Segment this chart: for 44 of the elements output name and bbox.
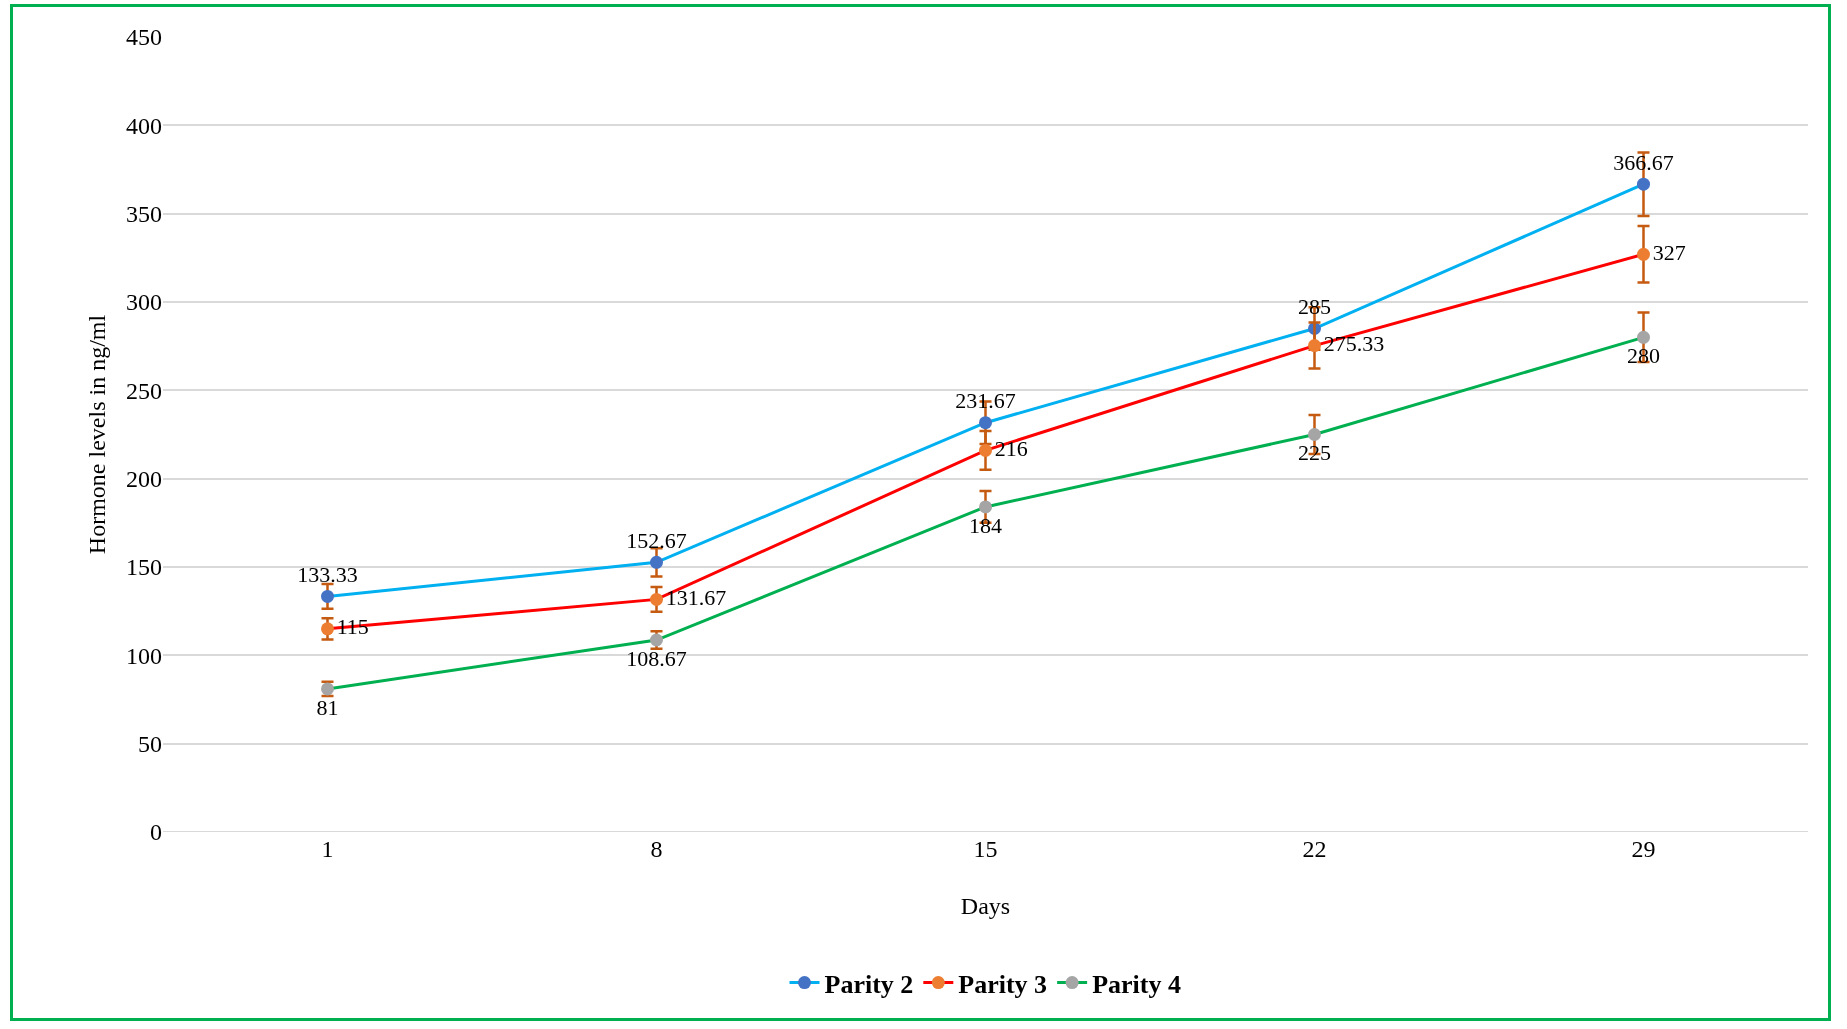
point bbox=[979, 416, 992, 430]
y-tick-label: 200 bbox=[126, 466, 162, 493]
data-label: 184 bbox=[969, 512, 1002, 538]
data-label: 231.67 bbox=[955, 388, 1016, 414]
data-label: 108.67 bbox=[626, 645, 687, 671]
data-label: 216 bbox=[994, 435, 1028, 461]
point bbox=[1308, 339, 1321, 353]
data-label: 81 bbox=[316, 694, 339, 720]
y-tick-label: 400 bbox=[126, 112, 162, 139]
x-tick-label: 29 bbox=[1631, 836, 1656, 862]
x-tick-label: 15 bbox=[973, 836, 998, 862]
point bbox=[1637, 177, 1650, 191]
data-label: 327 bbox=[1652, 239, 1686, 265]
point bbox=[321, 622, 334, 636]
data-label: 285 bbox=[1298, 293, 1331, 319]
y-tick-label: 350 bbox=[126, 201, 162, 228]
point bbox=[979, 500, 992, 514]
y-axis-title: Hormone levels in ng/ml bbox=[84, 314, 110, 555]
point bbox=[650, 555, 663, 569]
legend-label: Parity 2 bbox=[824, 969, 914, 999]
y-tick-label: 100 bbox=[126, 642, 162, 669]
x-tick-label: 22 bbox=[1302, 836, 1327, 862]
point bbox=[1637, 247, 1650, 261]
data-label: 275.33 bbox=[1323, 331, 1385, 357]
data-label: 152.67 bbox=[626, 527, 687, 553]
point bbox=[321, 589, 334, 603]
y-tick-label: 450 bbox=[126, 24, 162, 51]
x-axis-title: Days bbox=[960, 893, 1011, 919]
data-label: 225 bbox=[1298, 440, 1331, 466]
y-tick-label: 150 bbox=[126, 554, 162, 581]
x-tick-label: 1 bbox=[321, 836, 334, 862]
point bbox=[1308, 428, 1321, 441]
data-label: 133.33 bbox=[297, 561, 358, 587]
y-tick-label: 250 bbox=[126, 377, 162, 404]
y-tick-label: 50 bbox=[138, 731, 162, 758]
point bbox=[979, 443, 992, 457]
point bbox=[1637, 330, 1650, 344]
legend-label: Parity 3 bbox=[958, 969, 1048, 999]
data-label: 131.67 bbox=[665, 584, 727, 610]
x-tick-label: 8 bbox=[650, 836, 663, 862]
y-tick-label: 0 bbox=[150, 819, 162, 846]
legend-label: Parity 4 bbox=[1092, 969, 1181, 999]
y-tick-label: 300 bbox=[126, 289, 162, 316]
point bbox=[650, 592, 663, 606]
